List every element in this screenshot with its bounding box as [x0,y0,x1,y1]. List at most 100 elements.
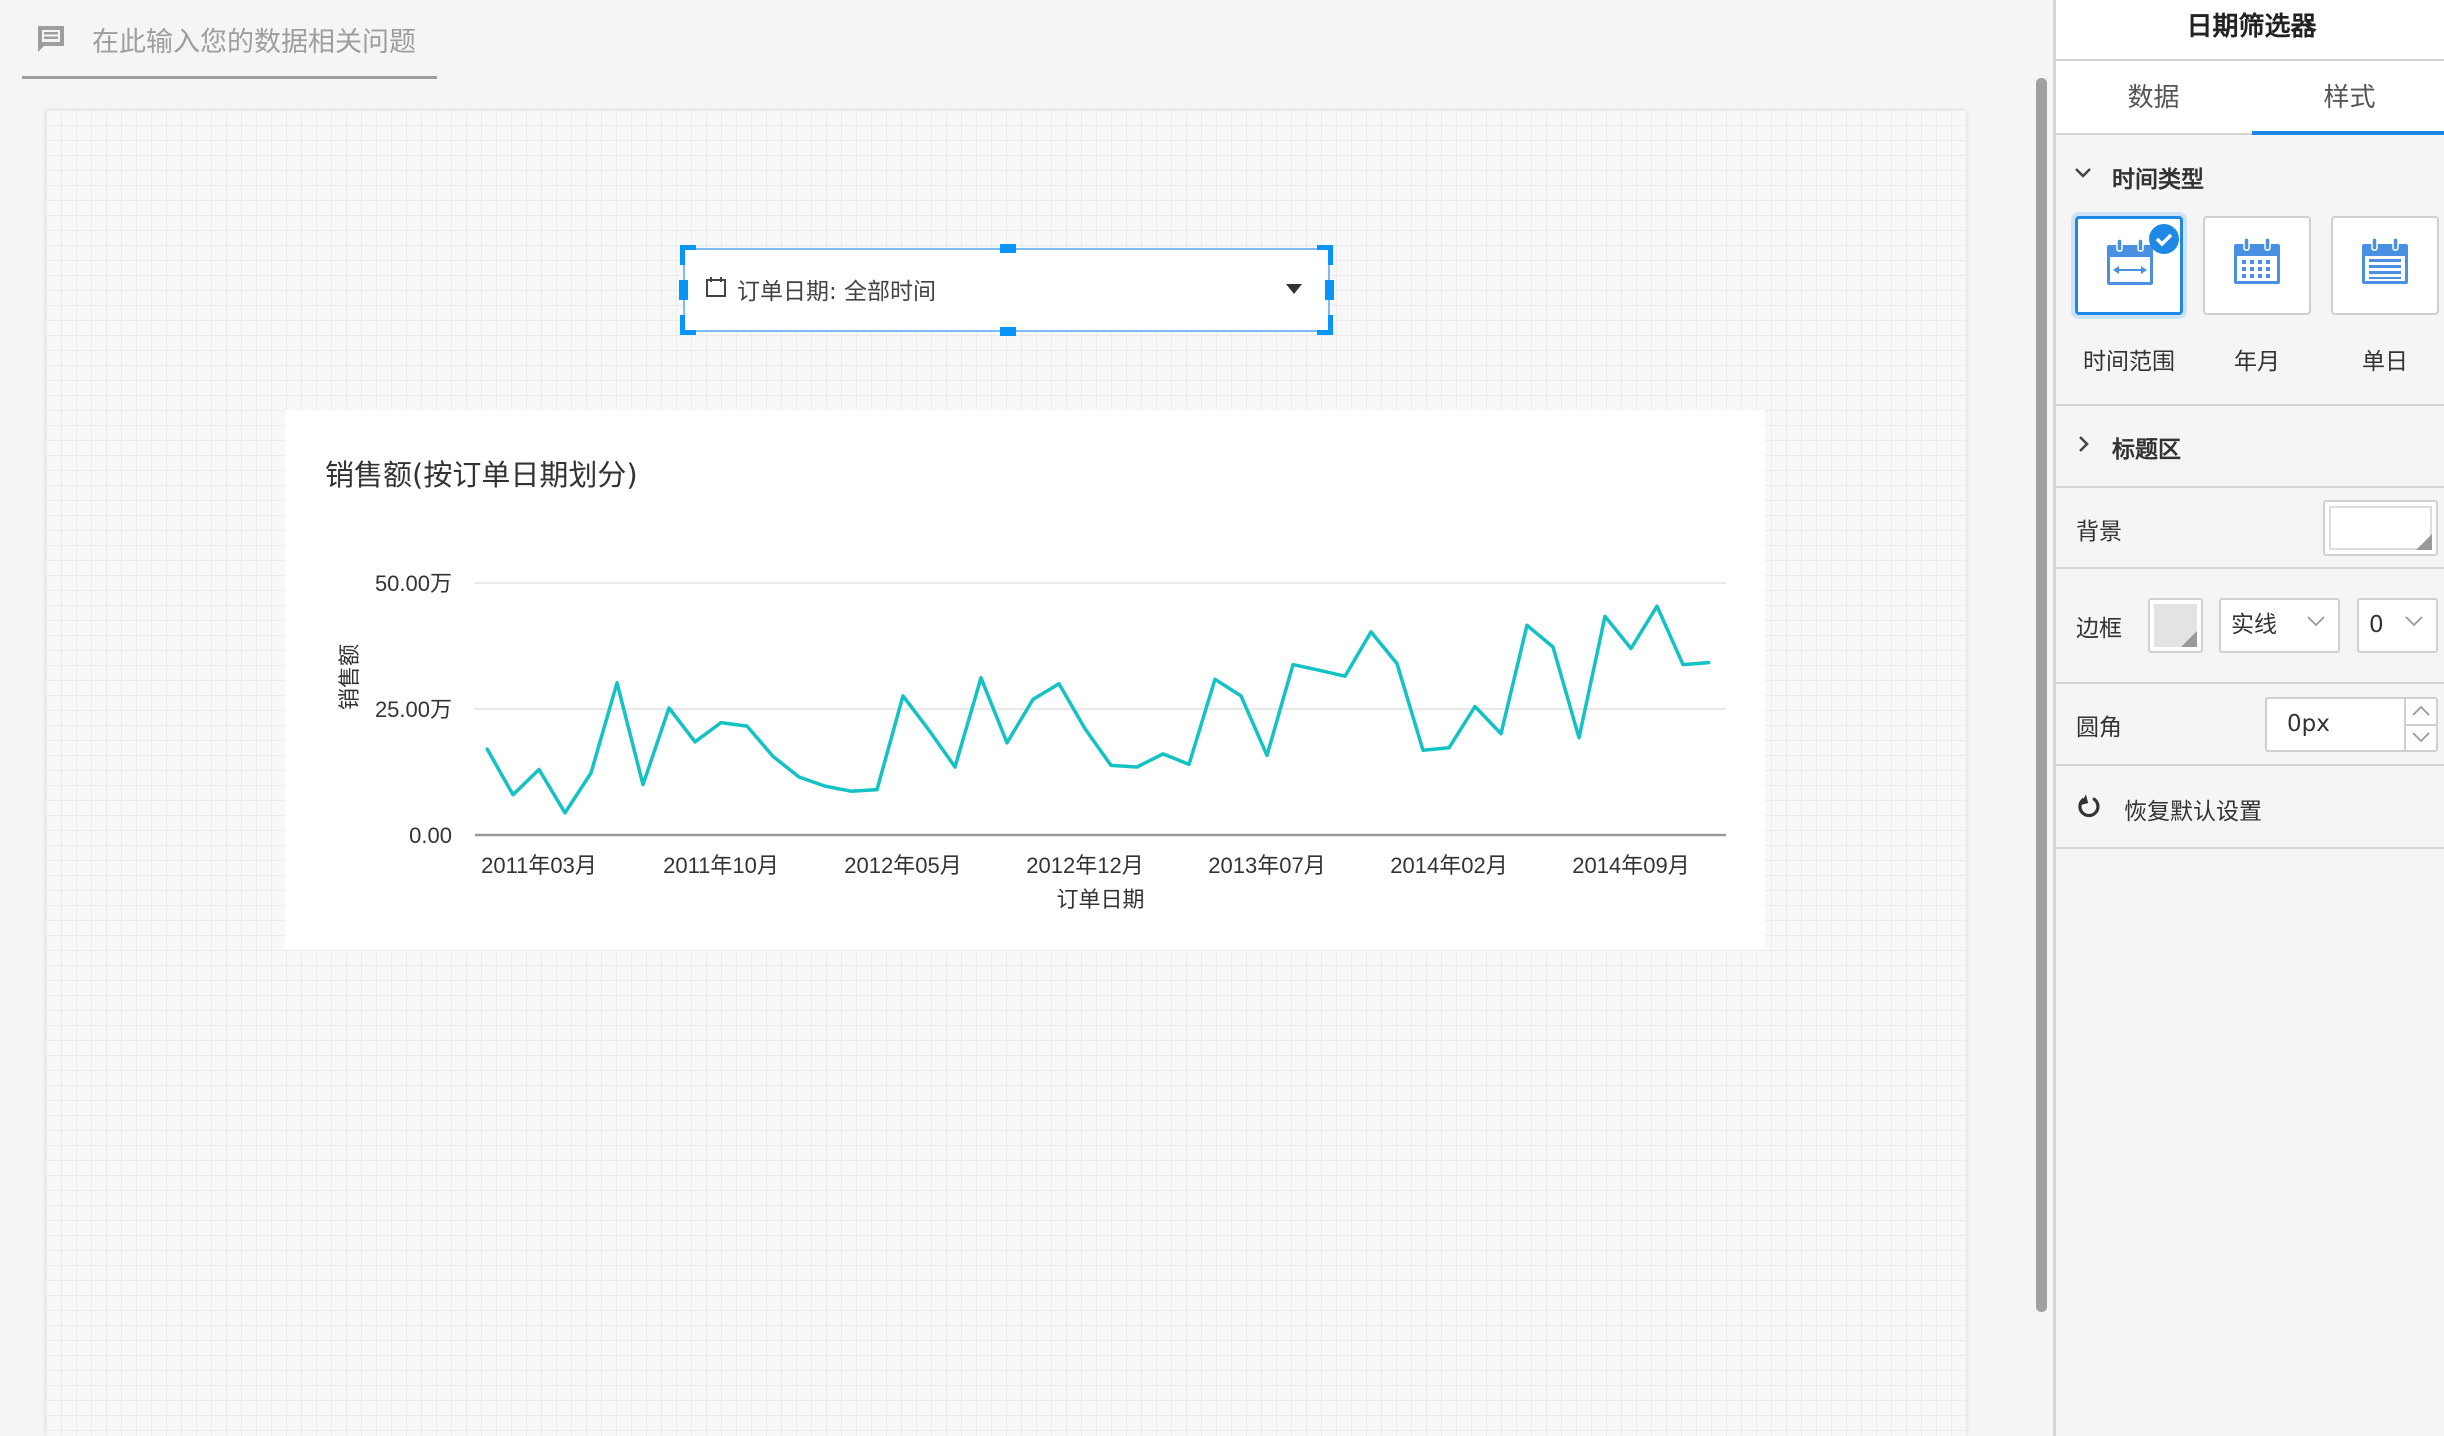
data-point [1031,697,1035,701]
resize-handle[interactable] [680,330,696,335]
time-type-month-option[interactable] [2203,216,2311,315]
x-tick-label: 2012年12月 [1026,853,1143,878]
line-chart: 0.00 25.00万 50.00万 2011年03月 2011年10月 2012年05月… [338,571,1726,913]
x-tick-label: 2014年09月 [1572,853,1689,878]
properties-panel: 日期筛选器 数据 样式 时间类型 时间范围 年月 单日 标题区 背景 边框 实线… [2053,0,2444,1436]
data-point [1629,647,1633,651]
data-point [1603,614,1607,618]
time-type-day-option[interactable] [2331,216,2439,315]
data-point [1551,645,1555,649]
data-point [1577,736,1581,740]
panel-title: 日期筛选器 [2056,0,2444,61]
section-title-area[interactable]: 标题区 [2056,430,2444,463]
data-point [1499,732,1503,736]
question-input[interactable]: 在此输入您的数据相关问题 [22,0,437,79]
data-point [953,765,957,769]
option-label: 时间范围 [2083,349,2175,375]
data-point [1213,677,1217,681]
data-point [615,681,619,685]
border-style-select[interactable]: 实线 [2219,598,2340,653]
date-filter-widget[interactable]: 订单日期: 全部时间 [679,244,1334,336]
sales-line [485,604,1710,815]
data-point [693,740,697,744]
reset-label: 恢复默认设置 [2124,799,2262,825]
data-point [1525,623,1529,627]
data-point [1343,674,1347,678]
radius-input[interactable]: 0px [2265,697,2438,752]
resize-handle[interactable] [1000,244,1016,253]
data-point [589,771,593,775]
chevron-down-icon [2075,168,2091,178]
resize-handle[interactable] [1328,245,1333,265]
chevron-right-icon [2079,436,2089,452]
border-style-value: 实线 [2231,612,2277,638]
data-point [1655,604,1659,608]
data-point [745,724,749,728]
data-point [563,811,567,815]
data-point [1681,663,1685,667]
check-badge-icon [2149,224,2179,254]
data-point [1109,763,1113,767]
y-axis-label: 销售额 [338,644,363,710]
data-point [1317,668,1321,672]
data-point [1083,727,1087,731]
data-point [771,754,775,758]
x-tick-label: 2011年03月 [481,853,597,878]
border-width-value: 0 [2369,612,2384,638]
data-point [1135,765,1139,769]
x-tick-label: 2011年10月 [663,853,779,878]
date-filter-label: 订单日期: 全部时间 [737,279,937,305]
border-color-picker[interactable] [2148,598,2203,653]
x-tick-label: 2013年07月 [1208,853,1325,878]
calendar-icon [706,277,726,297]
chevron-down-icon [2307,616,2325,627]
resize-handle[interactable] [680,245,696,250]
reset-defaults-button[interactable]: 恢复默认设置 [2056,792,2444,825]
data-point [1395,662,1399,666]
section-heading: 标题区 [2112,437,2181,463]
time-type-range-option[interactable] [2075,216,2183,315]
data-point [849,789,853,793]
line-chart-card[interactable]: 销售额(按订单日期划分) 0.00 25.00万 50.00万 2011年03月 201… [285,410,1765,950]
border-width-select[interactable]: 0 [2357,598,2438,653]
resize-handle[interactable] [680,315,685,335]
data-point [1161,752,1165,756]
stepper-up-icon[interactable] [2411,703,2431,719]
chat-message-icon [38,26,64,52]
stepper-down-icon[interactable] [2411,729,2431,745]
data-point [485,747,489,751]
resize-handle[interactable] [680,245,685,265]
chevron-down-icon [2405,616,2423,627]
resize-handle[interactable] [1000,327,1016,336]
panel-tabs: 数据 样式 [2056,61,2444,135]
data-point [875,788,879,792]
option-label: 年月 [2234,349,2280,375]
data-point [1005,741,1009,745]
data-point [1369,630,1373,634]
radius-value: 0px [2287,711,2330,737]
data-point [1265,753,1269,757]
data-point [979,676,983,680]
canvas-scrollbar[interactable] [2036,78,2047,1312]
resize-handle[interactable] [1317,245,1333,250]
dropdown-caret-icon[interactable] [1286,284,1302,294]
data-point [927,728,931,732]
question-placeholder: 在此输入您的数据相关问题 [92,27,416,58]
resize-handle[interactable] [679,280,688,300]
resize-handle[interactable] [1328,315,1333,335]
border-label: 边框 [2076,616,2122,642]
y-tick-label: 50.00万 [375,571,452,596]
resize-handle[interactable] [1325,280,1334,300]
data-point [719,721,723,725]
tab-data[interactable]: 数据 [2127,83,2180,113]
y-tick-label: 25.00万 [375,697,452,722]
resize-handle[interactable] [1317,330,1333,335]
data-point [1239,694,1243,698]
data-point [667,706,671,710]
section-heading: 时间类型 [2112,167,2204,193]
section-time-type[interactable]: 时间类型 [2056,160,2444,193]
calendar-range-icon [2107,238,2153,285]
calendar-list-icon [2362,237,2408,284]
tab-style[interactable]: 样式 [2252,61,2444,135]
background-color-picker[interactable] [2323,500,2438,556]
